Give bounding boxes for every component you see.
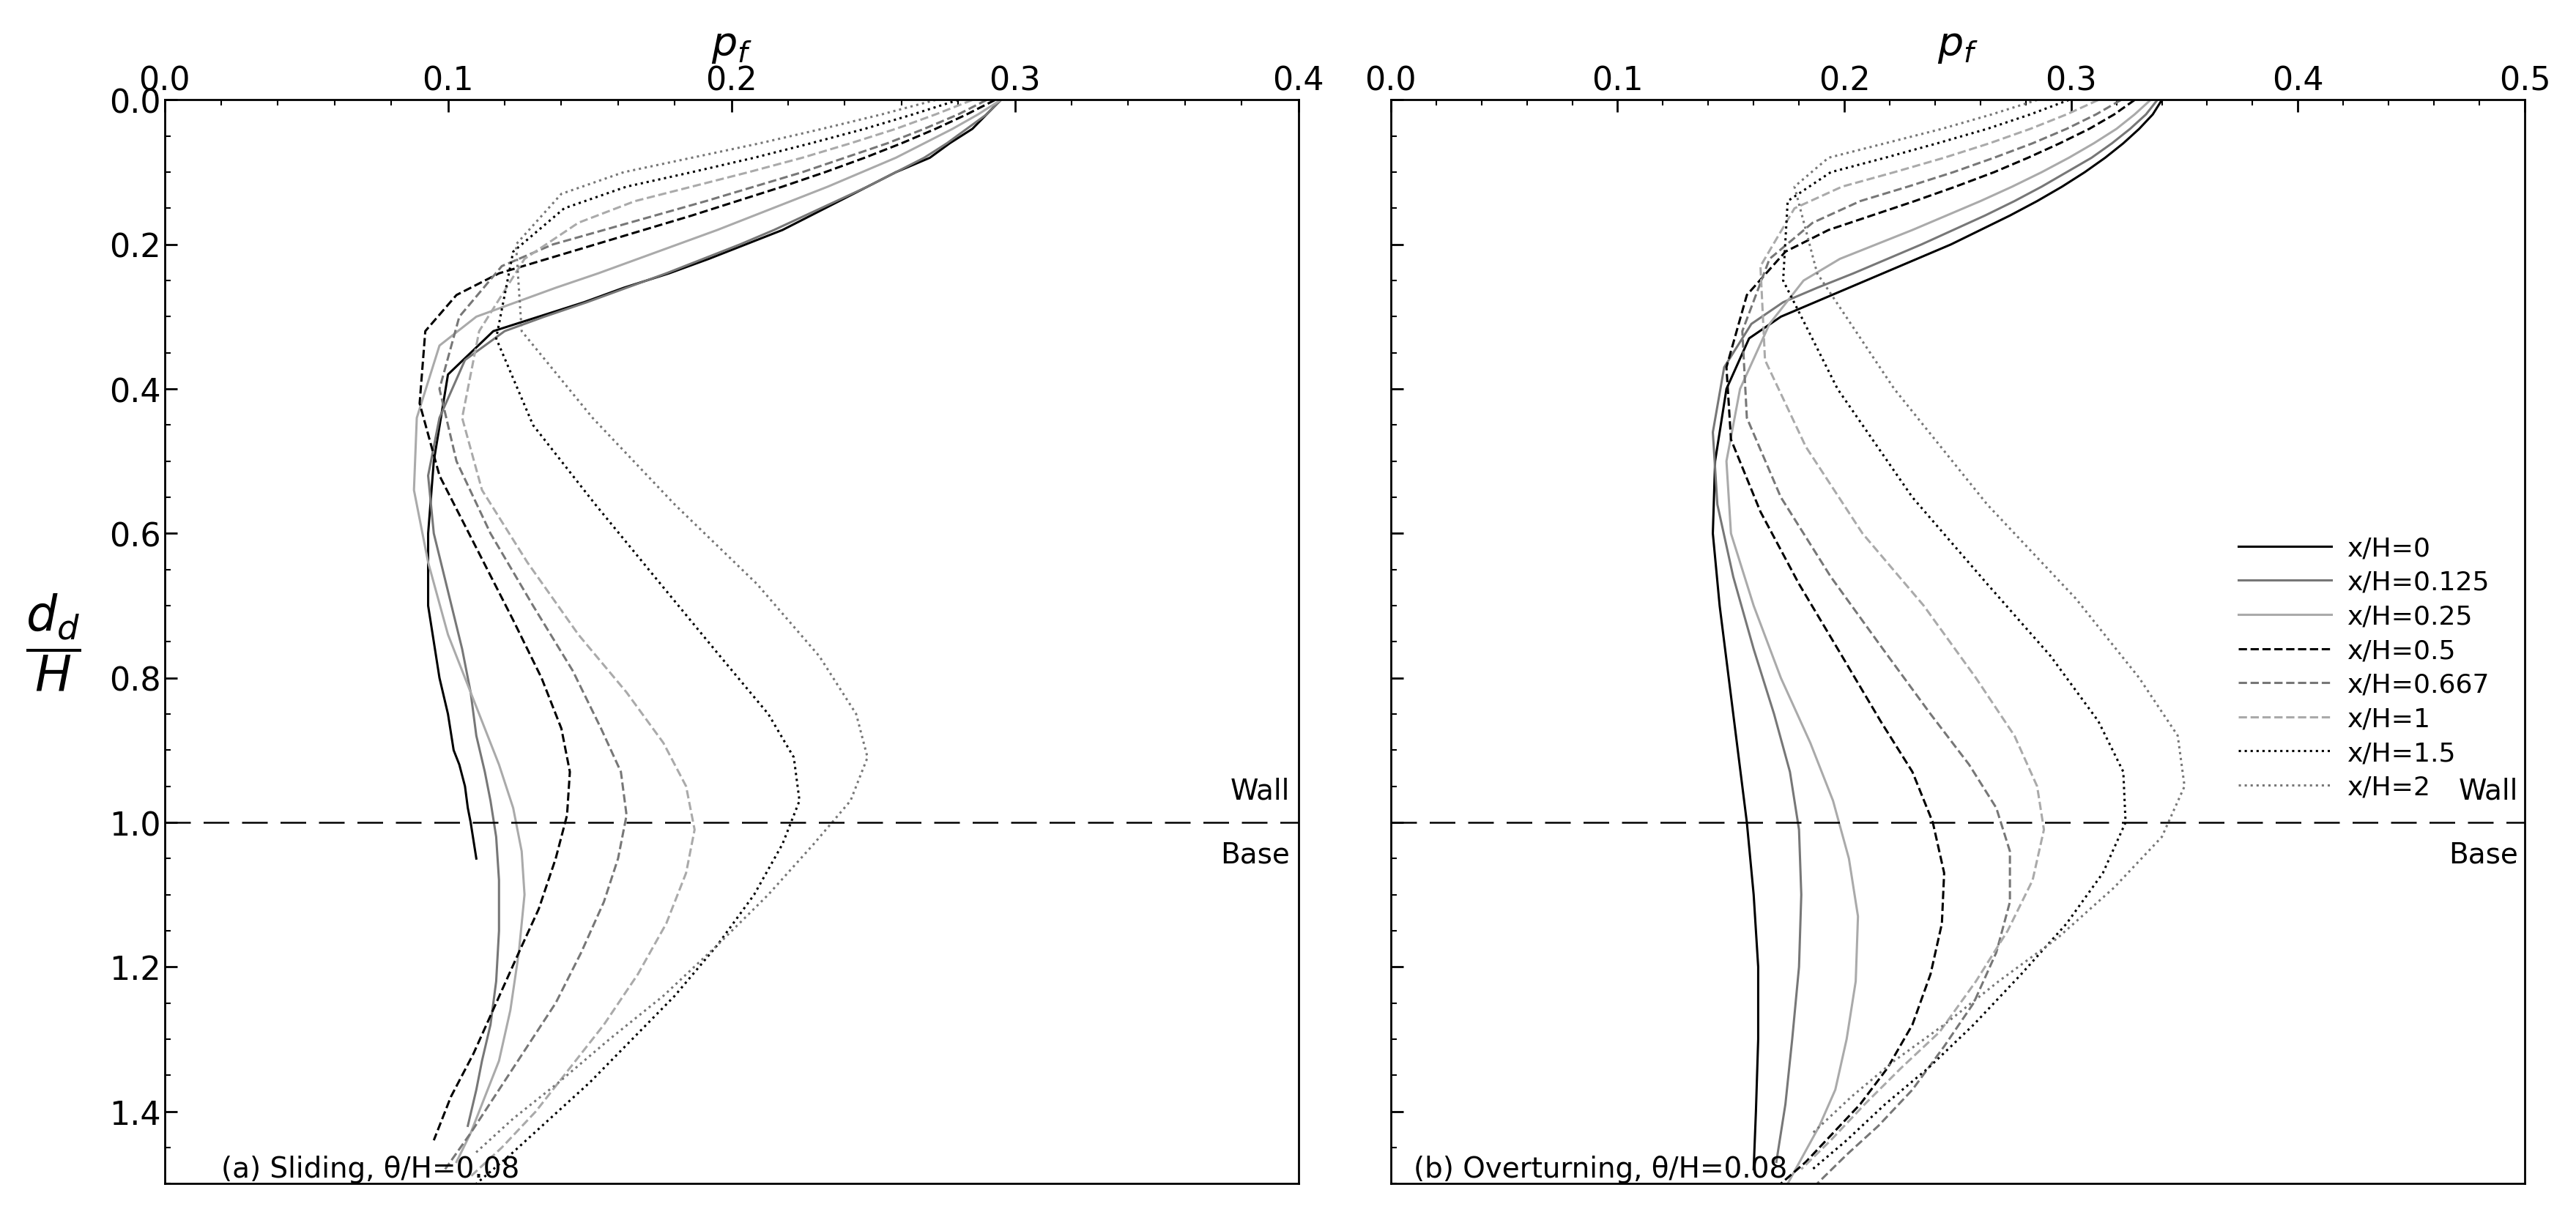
Text: Wall: Wall xyxy=(2458,777,2517,805)
Legend: x/H=0, x/H=0.125, x/H=0.25, x/H=0.5, x/H=0.667, x/H=1, x/H=1.5, x/H=2: x/H=0, x/H=0.125, x/H=0.25, x/H=0.5, x/H… xyxy=(2228,525,2501,811)
Text: (b) Overturning, θ/H=0.08: (b) Overturning, θ/H=0.08 xyxy=(1414,1155,1788,1183)
Text: Wall: Wall xyxy=(1231,777,1291,805)
X-axis label: $p_f$: $p_f$ xyxy=(711,25,752,65)
Text: (a) Sliding, θ/H=0.08: (a) Sliding, θ/H=0.08 xyxy=(222,1155,520,1183)
X-axis label: $p_f$: $p_f$ xyxy=(1937,25,1978,65)
Y-axis label: $\dfrac{d_d}{H}$: $\dfrac{d_d}{H}$ xyxy=(26,591,80,692)
Text: Base: Base xyxy=(1221,841,1291,869)
Text: Base: Base xyxy=(2447,841,2517,869)
